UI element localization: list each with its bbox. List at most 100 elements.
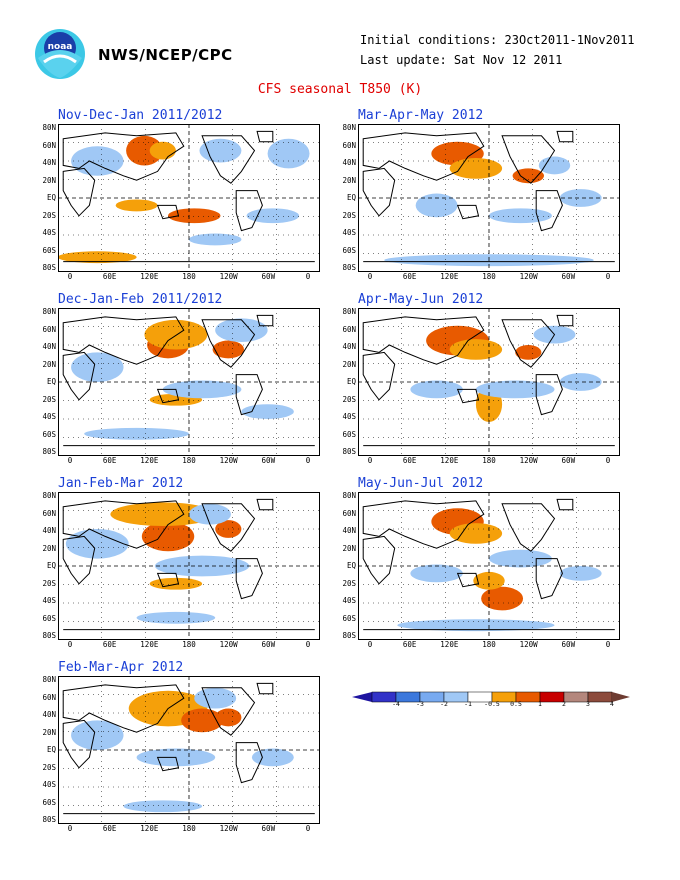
lat-label: 60N [42, 140, 56, 150]
coastline [235, 742, 263, 784]
lat-label: 20N [342, 175, 356, 185]
lon-label: 120W [219, 640, 238, 649]
anomaly-region [475, 380, 555, 399]
lat-label: EQ [46, 745, 56, 754]
lon-label: 0 [605, 640, 611, 649]
anomaly-map [358, 124, 620, 272]
lon-label: 180 [182, 272, 196, 281]
anomaly-region [559, 566, 602, 581]
lon-label: 0 [305, 640, 311, 649]
map-frame [58, 492, 320, 640]
lon-label: 180 [182, 824, 196, 833]
coastline [362, 132, 485, 181]
map-frame [58, 124, 320, 272]
map-frame [358, 308, 620, 456]
anomaly-region [181, 708, 224, 733]
lon-label: 120E [440, 272, 459, 281]
map-panel-5: Jan-Feb-Mar 2012 80N 60N 40N 20N EQ 20S 40S 60S 8… [42, 476, 320, 650]
coastline [256, 314, 274, 327]
coastline [362, 351, 396, 401]
anomaly-map [58, 676, 320, 824]
lat-label: EQ [346, 193, 356, 202]
anomaly-region [65, 529, 129, 559]
coastline [201, 135, 256, 184]
anomaly-region [515, 345, 542, 360]
lat-label: 20N [42, 543, 56, 553]
coastline [456, 572, 480, 588]
anomaly-region [149, 577, 203, 590]
initial-conditions: Initial conditions: 23Oct2011-1Nov2011 [360, 33, 635, 47]
lat-label: 80N [42, 307, 56, 316]
anomaly-region [149, 141, 176, 160]
lon-label: 60W [261, 272, 276, 281]
anomaly-region [154, 555, 250, 577]
coastline [535, 374, 563, 416]
lat-label: 40S [42, 412, 56, 421]
lat-label: 40N [342, 158, 356, 167]
lon-label: 0 [67, 640, 73, 649]
lat-label: 20S [342, 578, 356, 588]
lat-label: 60N [342, 324, 356, 334]
anomaly-region [126, 135, 163, 166]
anomaly-region [115, 199, 158, 212]
map-frame [58, 308, 320, 456]
lon-label: 60W [261, 824, 276, 833]
anomaly-region [136, 611, 216, 624]
coastline [501, 319, 556, 368]
lon-label: 0 [605, 456, 611, 465]
lon-label: 120E [140, 824, 159, 833]
lat-label: 60S [42, 797, 56, 807]
coastline [362, 316, 485, 365]
anomaly-region [241, 404, 294, 419]
lat-label: 20S [342, 210, 356, 220]
lat-label: 20S [42, 578, 56, 588]
coastline [501, 135, 556, 184]
map-frame [358, 124, 620, 272]
coastline [556, 498, 574, 511]
anomaly-region [410, 564, 463, 583]
coastline [535, 190, 563, 232]
coastline [156, 756, 180, 772]
lat-label: 60N [42, 692, 56, 702]
colorbar-label: 4 [610, 700, 614, 708]
anomaly-region [410, 380, 463, 399]
lon-label: 180 [182, 456, 196, 465]
lat-label: 60N [42, 324, 56, 334]
colorbar-label: -0.5 [484, 700, 500, 708]
lat-label: 60S [42, 245, 56, 255]
map-panel-2: Mar-Apr-May 2012 80N 60N 40N 20N EQ 20S 40S 60S 8… [342, 108, 620, 282]
coastline [156, 204, 180, 220]
lat-label: 20S [42, 762, 56, 772]
lon-label: 60E [102, 824, 117, 833]
lat-label: EQ [346, 377, 356, 386]
colorbar-label: 1 [538, 700, 542, 708]
lat-label: 20S [342, 394, 356, 404]
anomaly-region [144, 319, 208, 350]
lon-label: 0 [367, 456, 373, 465]
lat-label: 80N [42, 491, 56, 500]
lat-label: 80N [342, 307, 356, 316]
lat-label: 20N [42, 175, 56, 185]
map-frame [58, 676, 320, 824]
lon-label: 60E [402, 456, 417, 465]
colorbar-label: -2 [440, 700, 448, 708]
lon-label: 60E [102, 456, 117, 465]
lat-label: 60S [342, 245, 356, 255]
colorbar-end-low [352, 692, 372, 702]
panel-title: Nov-Dec-Jan 2011/2012 [58, 108, 223, 123]
coastline [556, 130, 574, 143]
panel-title: May-Jun-Jul 2012 [358, 476, 484, 491]
panel-title: Mar-Apr-May 2012 [358, 108, 484, 123]
colorbar-label: 0.5 [510, 700, 522, 708]
lon-label: 120E [440, 640, 459, 649]
lon-label: 120W [519, 640, 538, 649]
lon-label: 120E [140, 272, 159, 281]
figure-title: CFS seasonal T850 (K) [257, 82, 423, 97]
lon-label: 120E [140, 456, 159, 465]
lat-label: 40N [342, 526, 356, 535]
coastline [235, 374, 263, 416]
lon-label: 0 [305, 456, 311, 465]
lat-label: 60N [342, 140, 356, 150]
colorbar-label: -4 [392, 700, 400, 708]
anomaly-region [415, 193, 458, 218]
